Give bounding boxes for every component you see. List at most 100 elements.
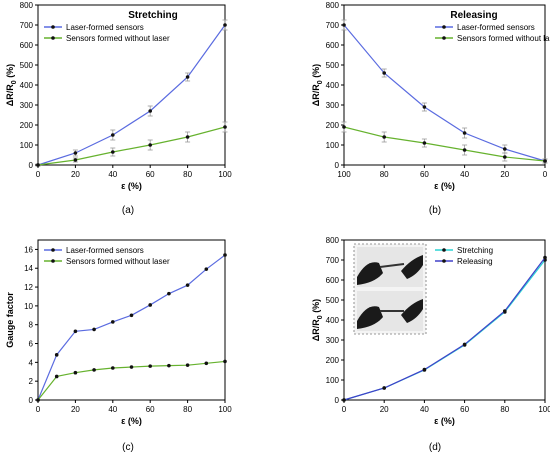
data-point [185, 75, 190, 79]
y-tick-label: 300 [326, 101, 340, 110]
y-tick-label: 200 [326, 356, 340, 365]
panel-label: (b) [429, 205, 441, 216]
x-tick-label: 20 [380, 405, 389, 414]
y-axis-label: ΔR/R0 (%) [5, 64, 18, 106]
x-tick-label: 0 [342, 405, 347, 414]
data-point [422, 367, 427, 372]
series-line [37, 24, 226, 166]
data-point [54, 374, 59, 379]
y-tick-label: 600 [326, 41, 340, 50]
data-point [185, 363, 190, 367]
series-0 [35, 19, 228, 167]
data-point [342, 125, 346, 129]
legend-marker [51, 25, 55, 29]
x-tick-label: 20 [500, 170, 509, 179]
legend-marker [442, 36, 446, 40]
chart-panel-2: 0 20 40 60 80 100 0 2 4 6 8 10 12 14 16 ε (%) Gauge fact… [5, 239, 232, 453]
data-point [36, 163, 40, 167]
x-tick-label: 60 [146, 405, 155, 414]
data-point [167, 291, 171, 296]
series-1 [342, 255, 547, 402]
y-tick-label: 800 [20, 1, 34, 10]
x-tick-label: 40 [108, 405, 117, 414]
data-point [111, 133, 115, 137]
y-axis-label: Gauge factor [5, 292, 15, 348]
y-axis-label-main: ΔR/R [311, 319, 321, 341]
gloved-hand-left [357, 262, 383, 285]
series-1 [341, 121, 548, 164]
data-point [204, 361, 209, 366]
data-point [111, 150, 115, 154]
y-tick-label: 2 [29, 377, 34, 386]
x-tick-label: 100 [218, 405, 232, 414]
y-tick-label: 100 [326, 141, 340, 150]
x-tick-label: 40 [460, 170, 469, 179]
y-tick-label: 800 [326, 1, 340, 10]
legend-marker [442, 259, 446, 263]
data-point [503, 155, 507, 159]
legend-label: Sensors formed without laser [66, 34, 170, 43]
data-point [462, 148, 467, 152]
y-axis-label-sub: 0 [11, 80, 18, 84]
y-axis-label-sub: 0 [317, 80, 324, 84]
gloved-hand-left [357, 306, 383, 329]
y-tick-label: 200 [326, 121, 340, 130]
data-point [185, 283, 190, 287]
x-axis-label: ε (%) [121, 416, 142, 426]
chart-title: Releasing [450, 10, 497, 21]
data-point [167, 363, 171, 368]
chart-panel-0: 0 20 40 60 80 100 0 100 200 300 400 500 600 700 800 ε (… [5, 1, 232, 216]
x-tick-label: 0 [36, 405, 41, 414]
y-tick-label: 500 [326, 296, 340, 305]
y-tick-label: 4 [29, 358, 34, 367]
x-tick-label: 100 [538, 405, 550, 414]
data-point [422, 141, 427, 145]
legend-marker [442, 25, 446, 29]
series-line [37, 254, 226, 401]
data-point [73, 151, 78, 155]
data-point [54, 353, 59, 357]
data-point [129, 313, 134, 318]
x-tick-label: 0 [36, 170, 41, 179]
y-tick-label: 500 [326, 61, 340, 70]
legend-marker [442, 248, 446, 252]
legend-label: Sensors formed without laser [457, 34, 550, 43]
y-axis-label-sub: 0 [317, 315, 324, 319]
y-tick-label: 200 [20, 121, 34, 130]
data-point [36, 398, 40, 402]
y-tick-label: 400 [20, 81, 34, 90]
y-axis-label-unit: (%) [311, 64, 321, 81]
data-point [223, 253, 227, 257]
panel-label: (c) [122, 442, 134, 453]
data-point [92, 368, 96, 372]
data-point [148, 143, 152, 147]
y-tick-label: 600 [20, 41, 34, 50]
data-point [382, 71, 387, 75]
x-tick-label: 80 [183, 405, 192, 414]
legend: Laser-formed sensors Sensors formed witho… [435, 23, 550, 43]
data-point [148, 303, 152, 307]
y-tick-label: 0 [335, 161, 340, 170]
data-point [503, 309, 507, 313]
x-axis-label: ε (%) [434, 416, 455, 426]
y-tick-label: 300 [20, 101, 34, 110]
y-axis-label-unit: (%) [5, 64, 15, 81]
y-axis-label: ΔR/R0 (%) [311, 64, 324, 106]
data-point [111, 320, 115, 324]
legend-label: Stretching [457, 246, 493, 255]
series-1 [35, 121, 228, 167]
legend: Stretching Releasing [435, 246, 493, 266]
data-point [148, 109, 152, 113]
y-tick-label: 0 [29, 161, 34, 170]
x-tick-label: 40 [420, 405, 429, 414]
y-axis-label-main: Gauge factor [5, 292, 15, 348]
legend-label: Laser-formed sensors [66, 23, 144, 32]
gloved-hand-right [401, 255, 423, 279]
x-tick-label: 20 [71, 405, 80, 414]
data-point [462, 342, 467, 347]
series-line [343, 257, 546, 401]
data-point [73, 370, 78, 375]
legend-label: Laser-formed sensors [457, 23, 535, 32]
